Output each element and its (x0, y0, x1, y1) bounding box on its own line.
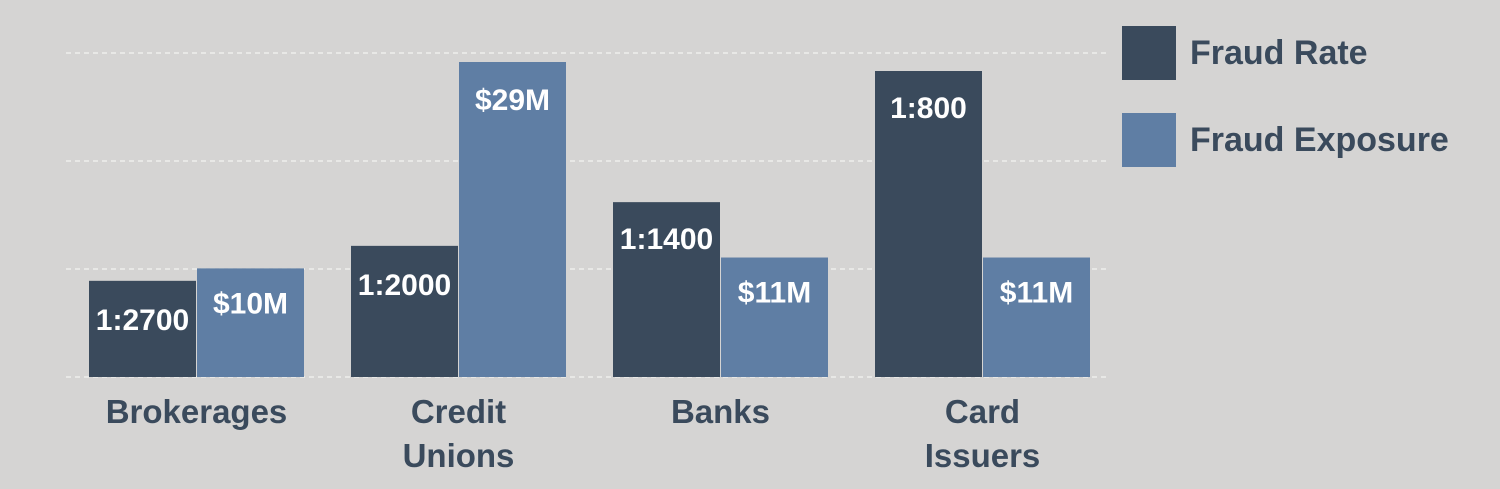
bar-fraud-exposure-card-issuers (983, 257, 1090, 377)
bar-fraud-rate-banks (613, 202, 720, 377)
bar-fraud-rate-card-issuers (875, 71, 982, 377)
category-label-credit-unions-line-1: Credit (411, 393, 506, 430)
legend-swatch-fraud-exposure (1122, 113, 1176, 167)
legend-label-fraud-exposure: Fraud Exposure (1190, 120, 1449, 159)
data-label-fraud-exposure-brokerages: $10M (213, 287, 288, 320)
legend-label-fraud-rate: Fraud Rate (1190, 33, 1368, 72)
category-label-card-issuers-line-2: Issuers (925, 437, 1041, 474)
data-label-fraud-exposure-banks: $11M (738, 277, 811, 310)
category-label-credit-unions-line-2: Unions (403, 437, 515, 474)
bar-value-labels: 1:2700 $10M 1:2000 $29M 1:1400 $11M 1:800 $11M (96, 84, 1073, 337)
bar-fraud-rate-credit-unions (351, 245, 458, 377)
legend-item-fraud-rate: Fraud Rate (1122, 26, 1368, 80)
legend-item-fraud-exposure: Fraud Exposure (1122, 113, 1449, 167)
data-label-fraud-rate-brokerages: 1:2700 (96, 304, 189, 337)
legend-swatch-fraud-rate (1122, 26, 1176, 80)
bar-fraud-rate-brokerages (89, 280, 196, 377)
bars (89, 62, 1090, 377)
bar-fraud-exposure-credit-unions (459, 62, 566, 377)
data-label-fraud-rate-banks: 1:1400 (620, 223, 713, 256)
bar-fraud-exposure-banks (721, 257, 828, 377)
data-label-fraud-exposure-card-issuers: $11M (1000, 277, 1073, 310)
bar-fraud-exposure-brokerages (197, 268, 304, 377)
category-label-card-issuers-line-1: Card (945, 393, 1020, 430)
data-label-fraud-exposure-credit-unions: $29M (475, 84, 550, 117)
category-labels: Brokerages Credit Unions Banks Card Issuers (106, 393, 1041, 474)
category-label-banks: Banks (671, 393, 770, 430)
data-label-fraud-rate-card-issuers: 1:800 (890, 92, 967, 125)
category-label-brokerages: Brokerages (106, 393, 288, 430)
data-label-fraud-rate-credit-unions: 1:2000 (358, 269, 451, 302)
